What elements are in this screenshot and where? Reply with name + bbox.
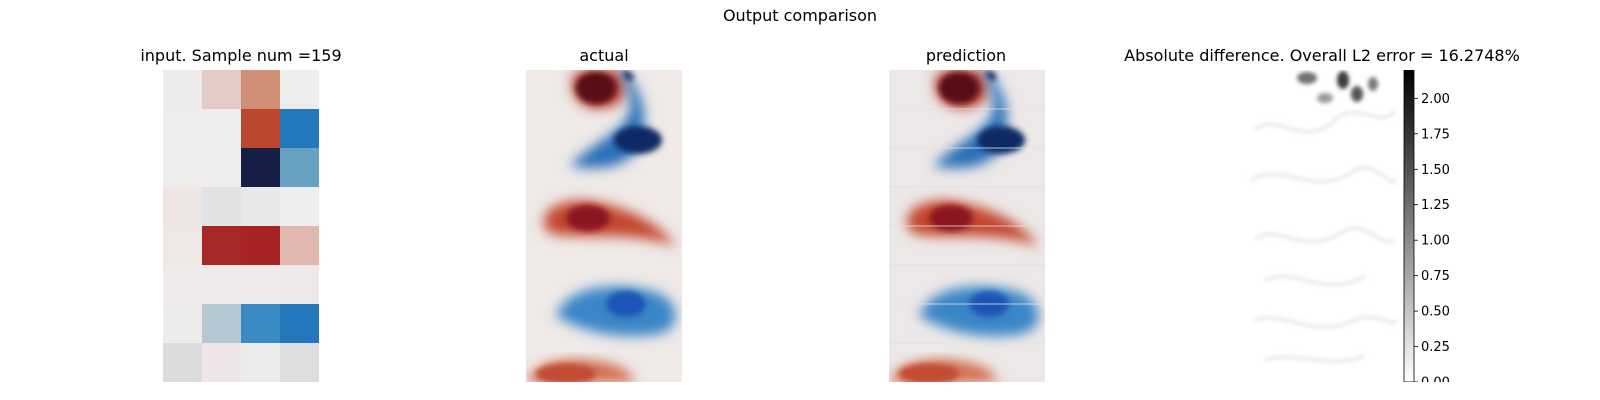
input-cell <box>241 343 281 382</box>
colorbar-tick-label: 1.00 <box>1421 234 1450 249</box>
input-cell <box>163 187 203 227</box>
input-cell <box>241 187 281 227</box>
colorbar-tick-label: 1.75 <box>1421 127 1450 142</box>
input-cell <box>163 265 203 305</box>
vortex-blue-upper <box>570 70 662 169</box>
difference-field-svg <box>1245 70 1401 382</box>
input-cell <box>280 226 319 266</box>
prediction-heatmap <box>889 70 1045 382</box>
input-cell <box>202 187 242 227</box>
colorbar-tick-label: 0.75 <box>1421 269 1450 284</box>
difference-panel-title: Absolute difference. Overall L2 error = … <box>1124 46 1520 65</box>
difference-heatmap <box>1245 70 1401 382</box>
input-cell <box>241 304 281 344</box>
colorbar-svg: 0.00 0.25 0.50 0.75 1.00 1.25 1.50 1.75 2.00 <box>1403 70 1450 383</box>
input-cell <box>163 148 203 188</box>
input-heatmap <box>163 70 319 382</box>
prediction-field-svg <box>889 70 1045 382</box>
input-cell <box>280 187 319 227</box>
colorbar-tick-label: 2.00 <box>1421 92 1450 107</box>
vortex-red-top <box>935 70 988 109</box>
vortex-blue-lower <box>556 286 676 337</box>
prediction-panel-title: prediction <box>925 46 1007 65</box>
actual-heatmap <box>526 70 682 382</box>
input-cell <box>280 70 319 110</box>
input-cell <box>202 148 242 188</box>
vortex-red-middle <box>907 200 1039 246</box>
input-cell <box>241 148 281 188</box>
actual-field-svg <box>526 70 682 382</box>
colorbar-gradient <box>1403 70 1415 382</box>
input-cell <box>202 265 242 305</box>
vortex-red-bottom <box>889 359 999 382</box>
input-cell <box>241 109 281 149</box>
input-cell <box>280 304 319 344</box>
actual-panel-title: actual <box>579 46 629 65</box>
input-cell <box>163 109 203 149</box>
input-cell <box>163 343 203 382</box>
input-cell <box>202 226 242 266</box>
colorbar-tick-label: 1.50 <box>1421 163 1450 178</box>
error-hotspots <box>1297 71 1378 103</box>
error-contours <box>1250 109 1396 363</box>
input-cell <box>163 304 203 344</box>
colorbar-tick-label: 0.00 <box>1421 376 1450 383</box>
input-cell <box>163 226 203 266</box>
vortex-blue-upper <box>933 70 1025 169</box>
vortex-red-bottom <box>526 359 636 382</box>
input-cell <box>202 70 242 110</box>
colorbar-tick-label: 0.50 <box>1421 305 1450 320</box>
vortex-red-top <box>572 70 625 109</box>
colorbar-tick-label: 0.25 <box>1421 340 1450 355</box>
input-cell <box>241 265 281 305</box>
prediction-tile-lines <box>889 108 1045 344</box>
input-cell <box>163 70 203 110</box>
input-cell <box>202 343 242 382</box>
input-cell <box>280 343 319 382</box>
input-cell <box>241 226 281 266</box>
input-cell <box>202 304 242 344</box>
input-cell <box>202 109 242 149</box>
input-panel-title: input. Sample num =159 <box>140 46 342 65</box>
input-grid-svg <box>163 70 319 382</box>
input-cell <box>280 148 319 188</box>
colorbar: 0.00 0.25 0.50 0.75 1.00 1.25 1.50 1.75 2.00 <box>1401 70 1471 382</box>
input-cell <box>280 265 319 305</box>
field-background <box>1245 70 1401 382</box>
colorbar-tick-label: 1.25 <box>1421 198 1450 213</box>
input-cell <box>280 109 319 149</box>
figure-title: Output comparison <box>722 6 878 25</box>
vortex-red-middle <box>544 200 676 246</box>
input-cell <box>241 70 281 110</box>
